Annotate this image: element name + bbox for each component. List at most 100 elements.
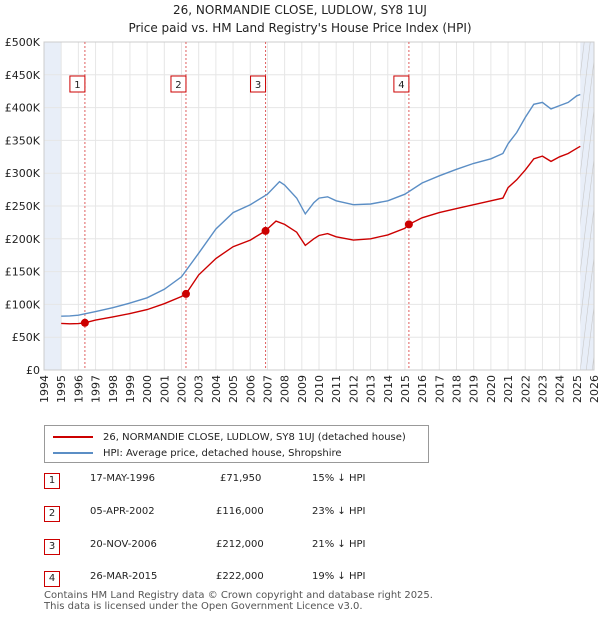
y-tick-label: £200K: [5, 233, 41, 246]
x-tick-label: 2012: [347, 375, 360, 403]
sale-price: £116,000: [216, 506, 264, 517]
hatch-line: [580, 42, 591, 127]
x-tick-label: 2011: [330, 375, 343, 403]
x-tick-label: 2007: [261, 375, 274, 403]
x-tick-label: 2006: [244, 375, 257, 403]
hatch-line: [580, 156, 594, 275]
sale-label-frame: [393, 75, 410, 93]
sale-point: [261, 226, 270, 235]
x-tick-label: 1997: [90, 375, 103, 403]
y-tick-label: £0: [26, 364, 40, 377]
x-tick-label: 2001: [158, 375, 171, 403]
x-tick-label: 2003: [193, 375, 206, 403]
chart-title: 26, NORMANDIE CLOSE, LUDLOW, SY8 1UJ: [173, 3, 427, 17]
x-tick-label: 2002: [176, 375, 189, 403]
footer-licence: This data is licensed under the Open Gov…: [44, 601, 363, 612]
x-tick-label: 2005: [227, 375, 240, 403]
sale-badge: 1: [44, 473, 60, 489]
series-line-hpi: [61, 93, 581, 317]
x-tick-label: 2025: [571, 375, 584, 403]
y-tick-label: £250K: [5, 200, 41, 213]
sale-row: 2 05-APR-2002 £116,000 23% ↓ HPI: [0, 503, 600, 523]
y-tick-label: £300K: [5, 167, 41, 180]
sale-hpi-diff: 21% ↓ HPI: [312, 539, 366, 550]
sale-label-frame: [170, 75, 187, 93]
y-tick-label: £500K: [5, 36, 41, 49]
legend-label-hpi: HPI: Average price, detached house, Shro…: [103, 447, 342, 459]
sale-label-box: 4: [393, 75, 410, 93]
x-tick-label: 2009: [296, 375, 309, 403]
sale-badge: 2: [44, 506, 60, 522]
sale-label-box: 3: [250, 75, 267, 93]
sale-label-box: 1: [69, 75, 86, 93]
sale-label-text: 2: [175, 80, 181, 91]
x-tick-label: 2014: [382, 375, 395, 403]
sale-point: [404, 220, 413, 229]
series-line-property: [61, 145, 581, 325]
y-tick-label: £150K: [5, 266, 41, 279]
chart-subtitle: Price paid vs. HM Land Registry's House …: [128, 21, 471, 35]
x-tick-label: 2008: [279, 375, 292, 403]
x-tick-label: 2017: [433, 375, 446, 403]
hatch-line: [580, 107, 594, 225]
sale-price: £212,000: [216, 539, 264, 550]
legend-item-property: 26, NORMANDIE CLOSE, LUDLOW, SY8 1UJ (de…: [53, 429, 406, 445]
hatch-line: [580, 254, 594, 370]
sale-price: £222,000: [216, 571, 264, 582]
x-tick-label: 1994: [38, 375, 51, 403]
x-tick-label: 2020: [485, 375, 498, 403]
x-tick-label: 1996: [72, 375, 85, 403]
sale-hpi-diff: 23% ↓ HPI: [312, 506, 366, 517]
x-tick-label: 2018: [451, 375, 464, 403]
x-tick-label: 2023: [536, 375, 549, 403]
x-tick-label: 1999: [124, 375, 137, 403]
sale-row: 1 17-MAY-1996 £71,950 15% ↓ HPI: [0, 470, 600, 490]
y-tick-label: £400K: [5, 102, 41, 115]
sale-badge: 4: [44, 571, 60, 587]
x-tick-label: 2026: [588, 375, 600, 403]
x-tick-label: 1998: [107, 375, 120, 403]
sale-row: 4 26-MAR-2015 £222,000 19% ↓ HPI: [0, 568, 600, 588]
y-tick-label: £350K: [5, 134, 41, 147]
x-tick-label: 2021: [502, 375, 515, 403]
x-tick-label: 2016: [416, 375, 429, 403]
hatch-line: [585, 303, 594, 370]
footer-copyright: Contains HM Land Registry data © Crown c…: [44, 590, 433, 601]
sale-label-text: 3: [255, 80, 261, 91]
hatch-line: [580, 205, 594, 324]
sale-label-text: 4: [398, 80, 404, 91]
legend-swatch-hpi: [53, 452, 93, 454]
legend-item-hpi: HPI: Average price, detached house, Shro…: [53, 445, 342, 461]
x-tick-label: 2000: [141, 375, 154, 403]
x-tick-label: 2022: [519, 375, 532, 403]
x-tick-label: 2004: [210, 375, 223, 403]
sale-label-text: 1: [74, 80, 80, 91]
sale-badge: 3: [44, 539, 60, 555]
sale-label-frame: [69, 75, 86, 93]
footer: Contains HM Land Registry data © Crown c…: [44, 590, 433, 612]
x-tick-label: 2024: [554, 375, 567, 403]
sale-label-box: 2: [170, 75, 187, 93]
price-chart: 26, NORMANDIE CLOSE, LUDLOW, SY8 1UJ Pri…: [5, 3, 600, 403]
hatch-line: [580, 57, 594, 176]
sale-hpi-diff: 19% ↓ HPI: [312, 571, 366, 582]
y-tick-label: £100K: [5, 298, 41, 311]
y-tick-label: £50K: [12, 331, 41, 344]
sale-label-frame: [250, 75, 267, 93]
x-tick-label: 2019: [468, 375, 481, 403]
sale-date: 26-MAR-2015: [90, 571, 158, 582]
sale-date: 05-APR-2002: [90, 506, 155, 517]
sale-row: 3 20-NOV-2006 £212,000 21% ↓ HPI: [0, 536, 600, 556]
sale-date: 20-NOV-2006: [90, 539, 157, 550]
x-tick-label: 2015: [399, 375, 412, 403]
legend-swatch-property: [53, 436, 93, 438]
legend-label-property: 26, NORMANDIE CLOSE, LUDLOW, SY8 1UJ (de…: [103, 431, 406, 443]
x-tick-label: 1995: [55, 375, 68, 403]
sale-price: £71,950: [220, 473, 262, 484]
x-tick-label: 2010: [313, 375, 326, 403]
plot-border: [43, 41, 595, 371]
y-tick-label: £450K: [5, 69, 41, 82]
sale-hpi-diff: 15% ↓ HPI: [312, 473, 366, 484]
sale-point: [80, 318, 89, 327]
x-tick-label: 2013: [365, 375, 378, 403]
